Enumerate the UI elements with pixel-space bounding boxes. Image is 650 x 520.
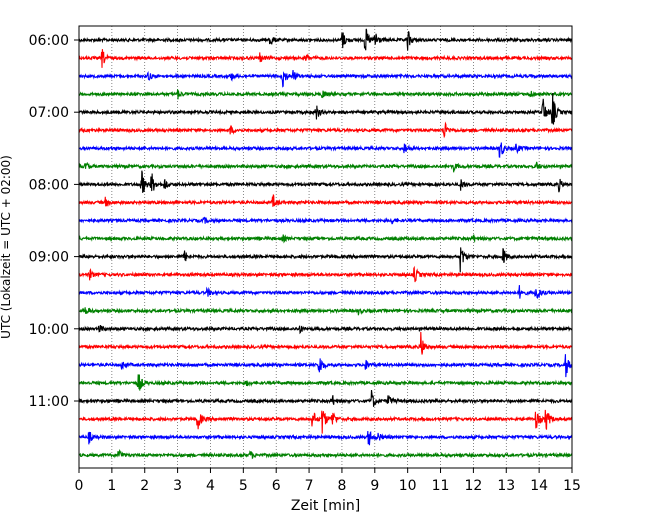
trace-1145 bbox=[78, 449, 573, 460]
x-tick-label-13: 13 bbox=[497, 478, 515, 494]
x-tick-label-0: 0 bbox=[75, 478, 84, 494]
trace-0845 bbox=[78, 234, 573, 244]
trace-0730 bbox=[78, 142, 573, 158]
trace-1015 bbox=[78, 332, 573, 355]
trace-0800 bbox=[78, 170, 573, 193]
trace-0830 bbox=[78, 216, 573, 225]
trace-0615 bbox=[78, 49, 573, 68]
trace-0945 bbox=[78, 307, 573, 316]
x-tick-label-15: 15 bbox=[563, 478, 581, 494]
plot-frame bbox=[78, 25, 573, 469]
trace-0815 bbox=[78, 194, 573, 207]
x-tick-label-2: 2 bbox=[140, 478, 149, 494]
trace-0700 bbox=[78, 92, 573, 125]
trace-group bbox=[78, 28, 573, 460]
trace-0745 bbox=[78, 161, 573, 173]
x-tick-label-1: 1 bbox=[107, 478, 116, 494]
x-tick-label-10: 10 bbox=[399, 478, 417, 494]
x-tick-label-8: 8 bbox=[337, 478, 346, 494]
trace-1045 bbox=[78, 374, 573, 391]
x-tick-label-12: 12 bbox=[464, 478, 482, 494]
y-tick-label-09:00: 09:00 bbox=[29, 250, 69, 266]
y-tick-label-11:00: 11:00 bbox=[29, 394, 69, 410]
trace-0930 bbox=[78, 285, 573, 299]
trace-0915 bbox=[78, 265, 573, 283]
trace-0715 bbox=[78, 121, 573, 139]
trace-0645 bbox=[78, 89, 573, 100]
x-tick-label-4: 4 bbox=[206, 478, 215, 494]
x-tick-label-11: 11 bbox=[432, 478, 450, 494]
x-tick-label-14: 14 bbox=[530, 478, 548, 494]
trace-1100 bbox=[78, 389, 573, 407]
y-tick-label-06:00: 06:00 bbox=[29, 33, 69, 49]
trace-1000 bbox=[78, 325, 573, 335]
trace-0600 bbox=[78, 28, 573, 51]
trace-1130 bbox=[78, 430, 573, 446]
trace-1115 bbox=[78, 409, 573, 434]
y-tick-label-10:00: 10:00 bbox=[29, 322, 69, 338]
x-tick-label-5: 5 bbox=[239, 478, 248, 494]
x-tick-label-7: 7 bbox=[305, 478, 314, 494]
y-axis-label: UTC (Lokalzeit = UTC + 02:00) bbox=[0, 155, 13, 339]
trace-0630 bbox=[78, 70, 573, 88]
x-axis-label: Zeit [min] bbox=[291, 498, 360, 514]
y-tick-label-08:00: 08:00 bbox=[29, 177, 69, 193]
y-tick-label-07:00: 07:00 bbox=[29, 105, 69, 121]
trace-1030 bbox=[78, 354, 573, 378]
x-tick-label-9: 9 bbox=[370, 478, 379, 494]
x-tick-label-6: 6 bbox=[272, 478, 281, 494]
y-axis-ticks: 06:00 07:00 08:00 09:00 10:00 11:00 bbox=[29, 33, 79, 410]
x-tick-label-3: 3 bbox=[173, 478, 182, 494]
x-axis-ticks: 0 1 2 3 4 5 6 7 8 9 10 11 12 13 14 15 bbox=[75, 468, 581, 494]
trace-0900 bbox=[78, 247, 573, 273]
